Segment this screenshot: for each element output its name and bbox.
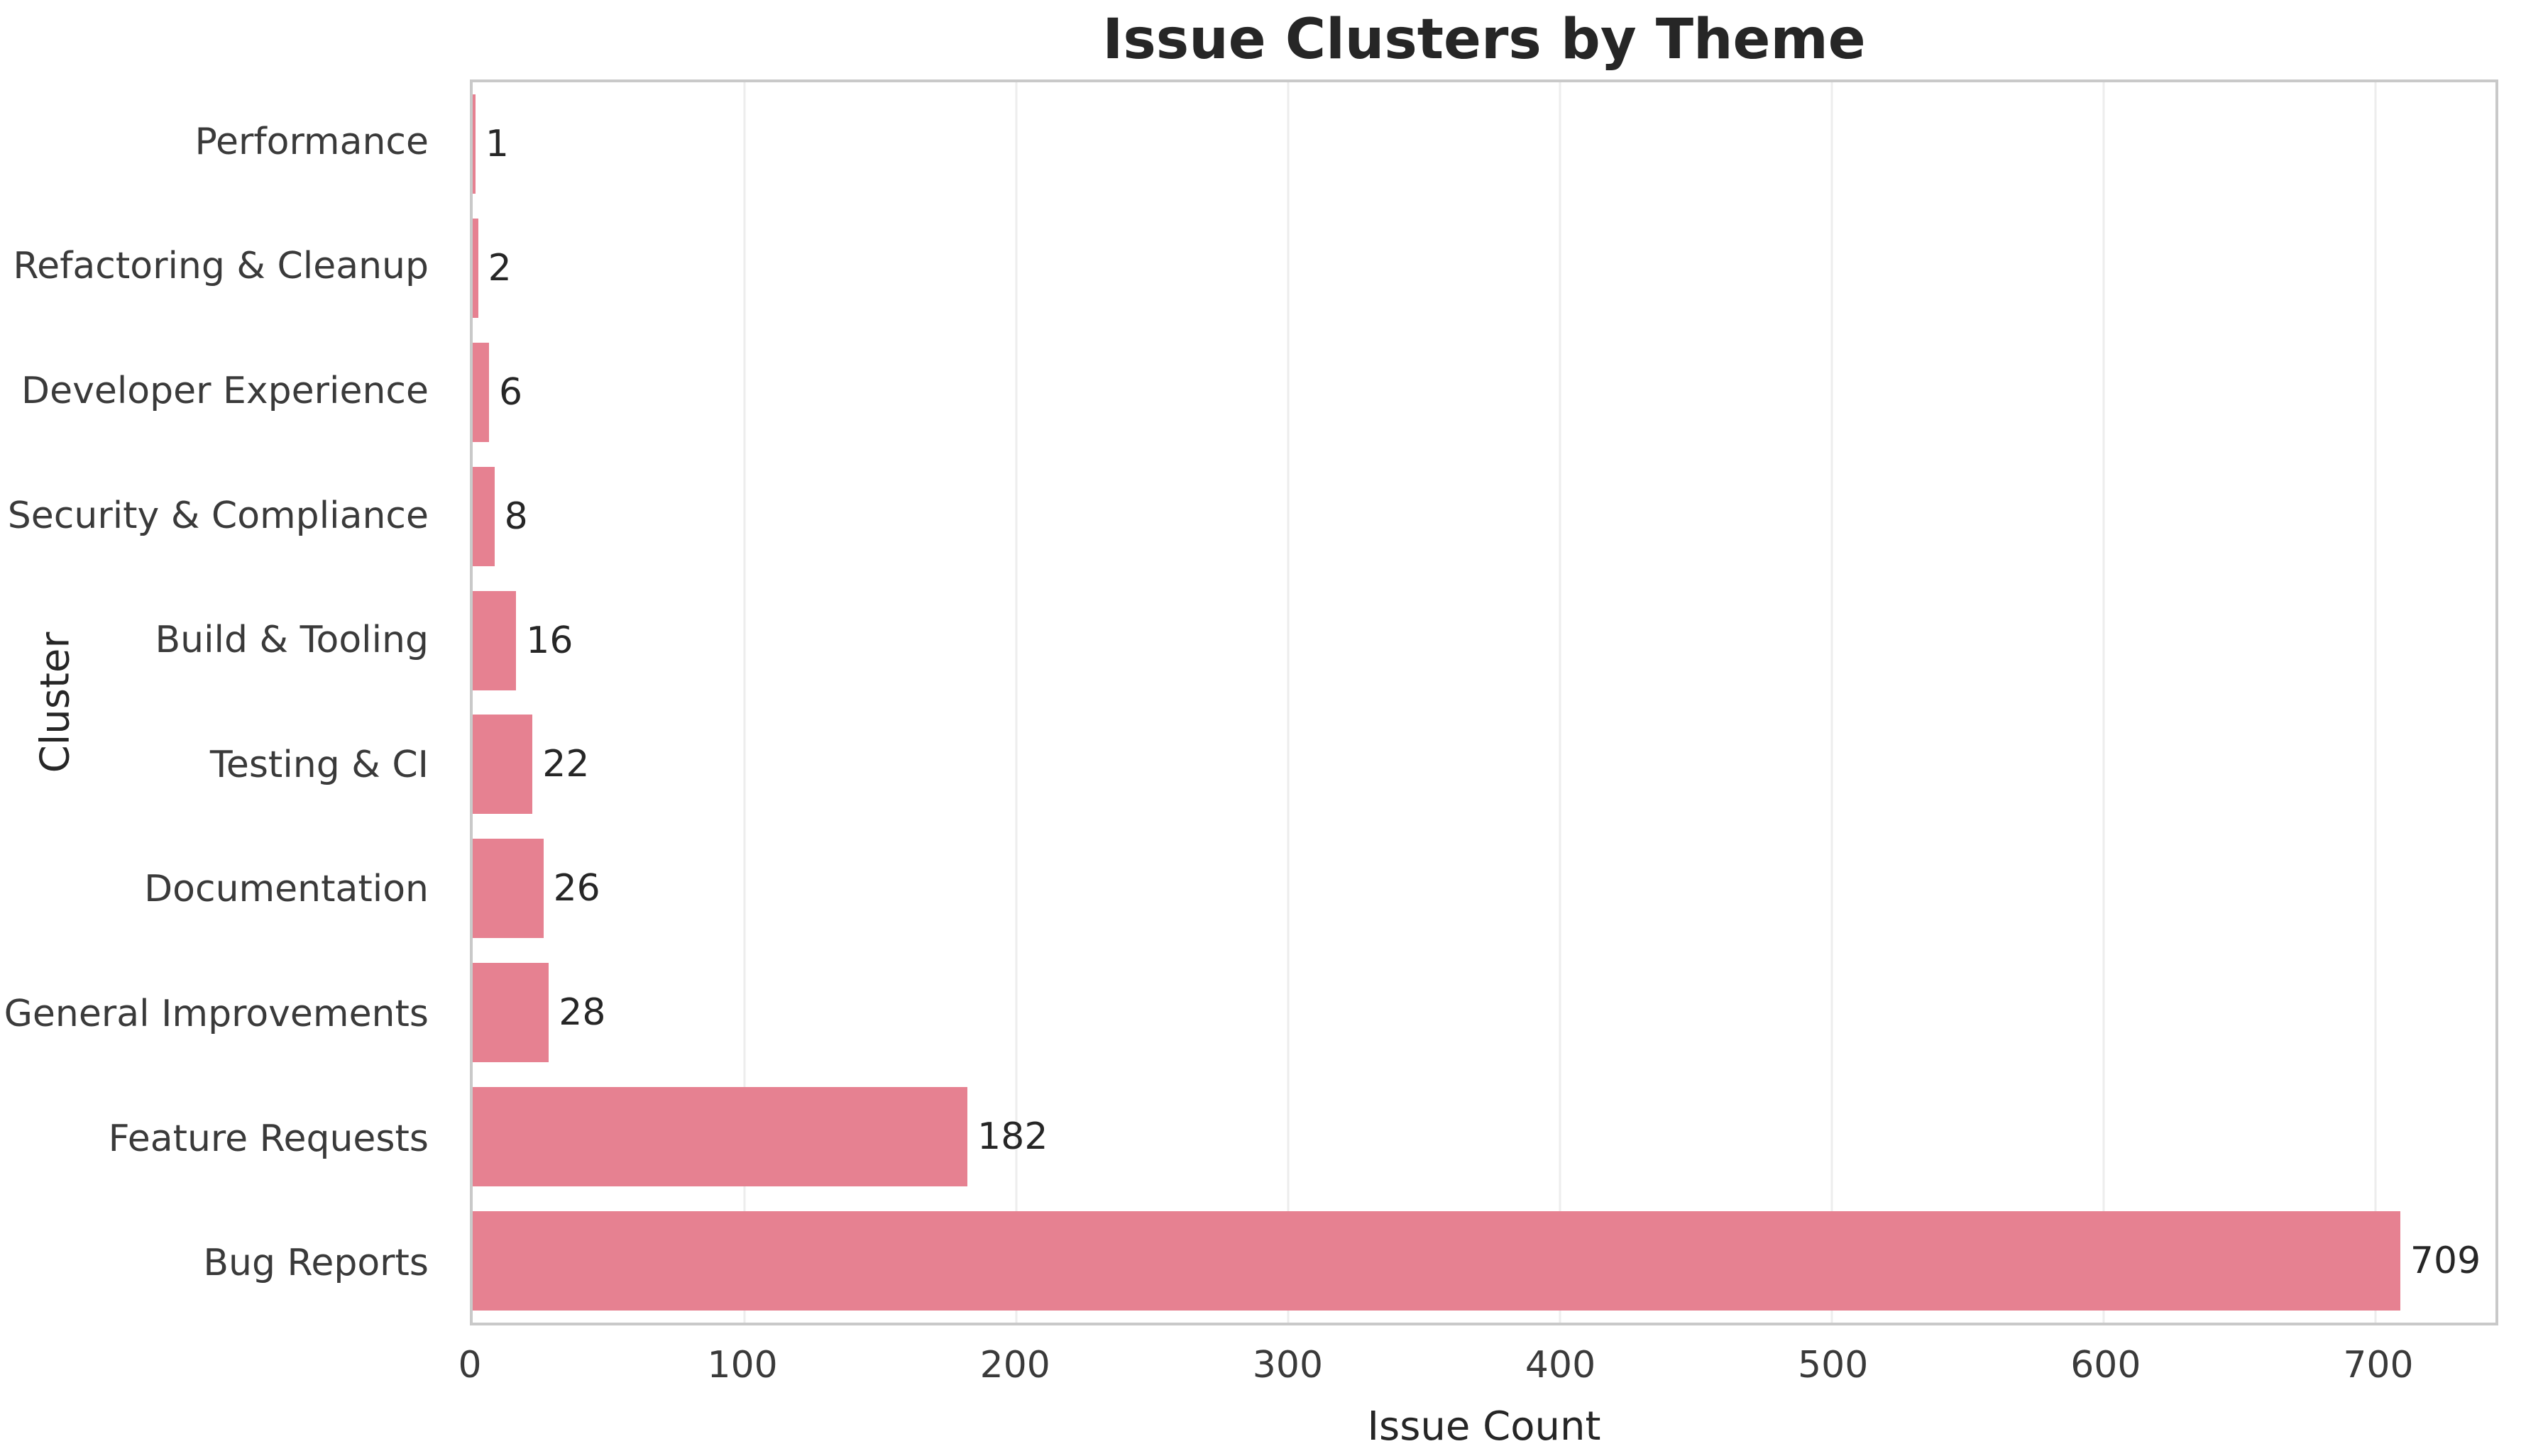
bar-value-label: 22 (542, 743, 590, 786)
y-tick-label-bug-reports: Bug Reports (203, 1242, 429, 1285)
bars-container: 1 2 6 8 16 22 26 28 182 709 (473, 82, 2495, 1323)
bar-value-label: 6 (498, 370, 523, 414)
bar-value-label: 8 (504, 495, 528, 538)
bar-row: 2 (473, 206, 2495, 331)
bar-refactoring-cleanup (473, 219, 478, 319)
bar-documentation (473, 839, 544, 939)
bar-row: 16 (473, 578, 2495, 702)
bar-value-label: 2 (488, 247, 512, 290)
bar-security-compliance (473, 466, 495, 566)
gridline-x-100 (743, 82, 746, 1323)
bar-row: 28 (473, 951, 2495, 1075)
bar-feature-requests (473, 1086, 968, 1186)
bar-developer-experience (473, 343, 489, 442)
chart-title: Issue Clusters by Theme (1102, 8, 1866, 72)
bar-value-label: 709 (2410, 1239, 2481, 1282)
y-tick-label-documentation: Documentation (144, 868, 429, 911)
gridline-x-200 (1015, 82, 1018, 1323)
gridline-x-300 (1287, 82, 1290, 1323)
bar-performance (473, 94, 476, 194)
y-tick-label-general-improvements: General Improvements (4, 993, 429, 1035)
bar-value-label: 26 (553, 867, 600, 910)
bar-row: 182 (473, 1074, 2495, 1198)
y-tick-label-performance: Performance (194, 120, 429, 163)
x-tick-label-100: 100 (707, 1344, 778, 1386)
plot-area: 1 2 6 8 16 22 26 28 182 709 (470, 79, 2498, 1325)
bar-row: 709 (473, 1198, 2495, 1323)
x-tick-label-0: 0 (458, 1344, 482, 1386)
bar-row: 26 (473, 827, 2495, 951)
y-axis-category-labels: Performance Refactoring & Cleanup Develope… (0, 79, 448, 1325)
bar-build-tooling (473, 590, 517, 690)
x-tick-label-200: 200 (979, 1344, 1050, 1386)
x-tick-label-600: 600 (2070, 1344, 2141, 1386)
bar-testing-ci (473, 715, 533, 815)
bar-value-label: 16 (526, 619, 573, 662)
gridline-x-600 (2102, 82, 2105, 1323)
bar-value-label: 1 (485, 123, 509, 166)
bar-general-improvements (473, 963, 549, 1062)
gridline-x-500 (1830, 82, 1833, 1323)
x-tick-label-500: 500 (1798, 1344, 1869, 1386)
bar-row: 1 (473, 82, 2495, 206)
bar-row: 8 (473, 454, 2495, 578)
x-axis-label: Issue Count (1367, 1403, 1601, 1450)
y-tick-label-security-compliance: Security & Compliance (7, 494, 429, 537)
y-tick-label-build-tooling: Build & Tooling (155, 619, 429, 662)
bar-value-label: 28 (559, 991, 606, 1034)
y-tick-label-testing-ci: Testing & CI (209, 743, 429, 786)
x-tick-label-400: 400 (1525, 1344, 1596, 1386)
bar-value-label: 182 (977, 1115, 1048, 1158)
y-tick-label-developer-experience: Developer Experience (21, 370, 429, 412)
x-tick-label-300: 300 (1252, 1344, 1324, 1386)
y-tick-label-refactoring-cleanup: Refactoring & Cleanup (13, 245, 429, 288)
x-tick-label-700: 700 (2343, 1344, 2414, 1386)
bar-row: 6 (473, 331, 2495, 455)
y-tick-label-feature-requests: Feature Requests (108, 1117, 429, 1160)
x-axis-tick-labels: 0 100 200 300 400 500 600 700 (458, 1344, 2498, 1389)
bar-row: 22 (473, 702, 2495, 827)
bar-bug-reports (473, 1210, 2400, 1311)
gridline-x-700 (2374, 82, 2377, 1323)
gridline-x-400 (1559, 82, 1561, 1323)
